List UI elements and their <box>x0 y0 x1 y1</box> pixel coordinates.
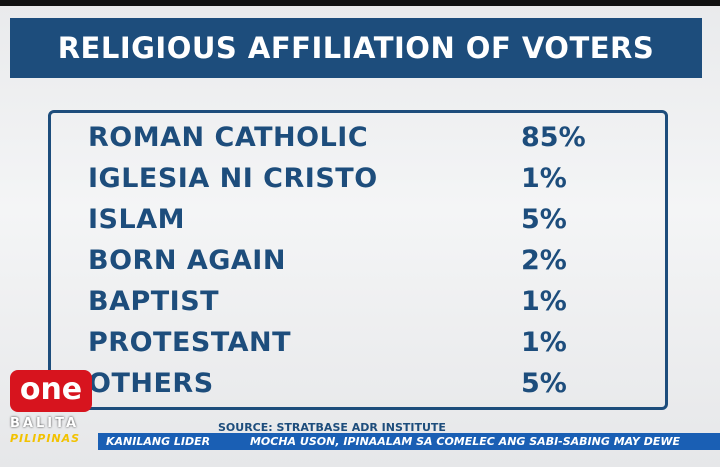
percentage: 85% <box>521 122 586 153</box>
title-bar: RELIGIOUS AFFILIATION OF VOTERS <box>10 18 702 78</box>
table-row: BORN AGAIN 2% <box>51 241 665 281</box>
logo-line: BALITA <box>10 416 80 431</box>
religion: ISLAM <box>88 204 185 235</box>
religion: PROTESTANT <box>88 327 292 358</box>
percentage: 1% <box>521 286 567 317</box>
table-row: OTHERS 5% <box>51 364 665 404</box>
top-bar <box>0 0 720 6</box>
source: SOURCE: STRATBASE ADR INSTITUTE <box>218 421 446 434</box>
percentage: 5% <box>521 368 567 399</box>
news-ticker: KANILANG LIDER MOCHA USON, IPINAALAM SA … <box>98 433 720 450</box>
religion: OTHERS <box>88 368 214 399</box>
percentage: 2% <box>521 245 567 276</box>
title: RELIGIOUS AFFILIATION OF VOTERS <box>57 31 655 65</box>
table-row: BAPTIST 1% <box>51 282 665 322</box>
table-row: IGLESIA NI CRISTO 1% <box>51 159 665 199</box>
percentage: 5% <box>521 204 567 235</box>
ticker-item: KANILANG LIDER <box>106 435 211 448</box>
table-row: ROMAN CATHOLIC 85% <box>51 118 665 158</box>
table-row: ISLAM 5% <box>51 200 665 240</box>
religion: ROMAN CATHOLIC <box>88 122 369 153</box>
religion: BAPTIST <box>88 286 220 317</box>
ticker-item: MOCHA USON, IPINAALAM SA COMELEC ANG SAB… <box>249 435 680 448</box>
religion: IGLESIA NI CRISTO <box>88 163 378 194</box>
channel-logo: one <box>10 370 92 412</box>
percentage: 1% <box>521 163 567 194</box>
percentage: 1% <box>521 327 567 358</box>
table-row: PROTESTANT 1% <box>51 323 665 363</box>
table: ROMAN CATHOLIC 85% IGLESIA NI CRISTO 1% ISLA… <box>48 110 668 410</box>
religion: BORN AGAIN <box>88 245 286 276</box>
logo-line: PILIPINAS <box>10 432 81 445</box>
